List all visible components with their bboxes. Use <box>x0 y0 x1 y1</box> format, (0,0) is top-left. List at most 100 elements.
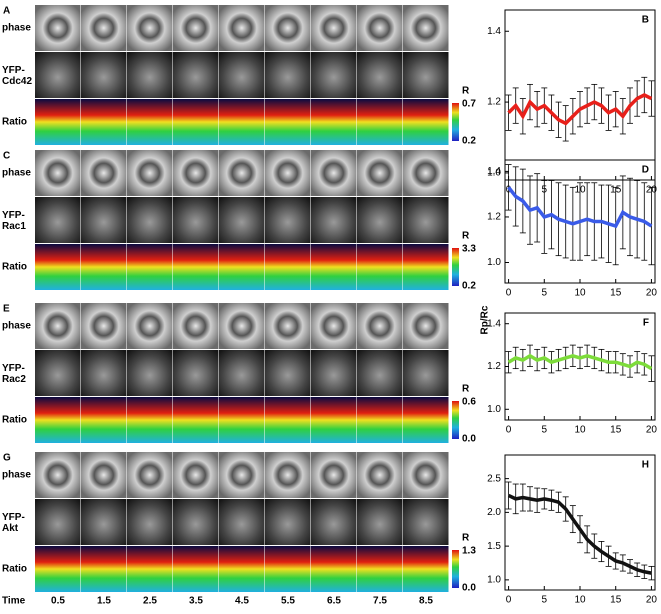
image-tile <box>265 452 311 498</box>
x-tick-label: 5 <box>542 595 548 606</box>
chart-title: H <box>642 460 649 471</box>
row-label: YFP-Rac1 <box>2 210 26 232</box>
y-tick-label: 1.4 <box>487 166 501 177</box>
image-tile <box>81 397 127 443</box>
image-tile <box>173 5 219 51</box>
colorbar-max: 1.3 <box>462 546 476 557</box>
x-tick-label: 20 <box>646 595 658 606</box>
colorbar-min: 0.0 <box>462 583 476 594</box>
image-tile <box>265 5 311 51</box>
image-tile <box>311 397 357 443</box>
time-label: 6.5 <box>327 596 341 607</box>
time-title: Time <box>2 596 26 607</box>
colorbar-title: R <box>462 231 470 242</box>
image-tile <box>81 244 127 290</box>
error-bar <box>648 80 655 117</box>
shared-y-label: Rp/Rc <box>480 305 491 334</box>
y-tick-label: 1.2 <box>487 97 501 108</box>
time-label: 0.5 <box>51 596 65 607</box>
image-tile <box>219 244 265 290</box>
image-tile <box>403 499 449 545</box>
image-tile <box>265 99 311 145</box>
image-tile <box>219 99 265 145</box>
image-tile <box>357 452 403 498</box>
row-label: Ratio <box>2 262 27 273</box>
image-tile <box>173 350 219 396</box>
image-tile <box>127 350 173 396</box>
image-tile <box>265 197 311 243</box>
row-label: YFP-Cdc42 <box>2 65 32 87</box>
image-tile <box>219 303 265 349</box>
image-tile <box>81 499 127 545</box>
image-tile <box>311 5 357 51</box>
x-tick-label: 10 <box>574 425 586 436</box>
image-tile <box>357 499 403 545</box>
x-tick-label: 0 <box>506 595 512 606</box>
image-tile <box>35 499 81 545</box>
image-tile <box>311 197 357 243</box>
colorbar-max: 0.7 <box>462 99 476 110</box>
image-tile <box>81 452 127 498</box>
image-tile <box>35 5 81 51</box>
x-tick-label: 5 <box>542 288 548 299</box>
image-tile <box>403 150 449 196</box>
image-tile <box>219 5 265 51</box>
image-tile <box>357 52 403 98</box>
image-tile <box>219 150 265 196</box>
image-tile <box>127 150 173 196</box>
image-tile <box>127 5 173 51</box>
x-tick-label: 15 <box>610 595 622 606</box>
image-tile <box>219 397 265 443</box>
image-tile <box>127 499 173 545</box>
panel-letter: G <box>3 453 11 464</box>
time-label: 4.5 <box>235 596 249 607</box>
y-tick-label: 1.0 <box>487 257 501 268</box>
colorbar-title: R <box>462 533 470 544</box>
colorbar-title: R <box>462 384 470 395</box>
image-tile <box>173 150 219 196</box>
colorbar <box>452 103 459 141</box>
data-line <box>507 493 652 575</box>
x-tick-label: 10 <box>574 595 586 606</box>
image-tile <box>35 397 81 443</box>
image-tile <box>219 350 265 396</box>
y-tick-label: 1.0 <box>487 575 501 586</box>
image-tile <box>35 303 81 349</box>
image-tile <box>173 546 219 592</box>
x-tick-label: 0 <box>506 288 512 299</box>
chart-title: D <box>642 165 649 176</box>
image-tile <box>357 99 403 145</box>
image-tile <box>311 499 357 545</box>
scale-bar <box>11 10 21 13</box>
image-tile <box>81 350 127 396</box>
data-line <box>507 353 653 371</box>
image-tile <box>173 99 219 145</box>
row-label: phase <box>2 470 31 481</box>
time-label: 5.5 <box>281 596 295 607</box>
row-label: Ratio <box>2 117 27 128</box>
image-tile <box>403 452 449 498</box>
data-line <box>507 93 653 126</box>
x-tick-label: 10 <box>574 288 586 299</box>
x-tick-label: 5 <box>542 425 548 436</box>
image-tile <box>219 546 265 592</box>
image-tile <box>81 197 127 243</box>
image-tile <box>35 150 81 196</box>
image-tile <box>81 546 127 592</box>
time-label: 2.5 <box>143 596 157 607</box>
image-tile <box>35 197 81 243</box>
image-tile <box>403 350 449 396</box>
image-tile <box>219 197 265 243</box>
y-tick-label: 1.0 <box>487 168 501 179</box>
image-tile <box>357 197 403 243</box>
image-tile <box>265 499 311 545</box>
image-tile <box>311 99 357 145</box>
image-tile <box>173 244 219 290</box>
image-tile <box>357 244 403 290</box>
image-tile <box>265 244 311 290</box>
image-tile <box>173 197 219 243</box>
image-tile <box>265 52 311 98</box>
image-tile <box>403 397 449 443</box>
colorbar <box>452 401 459 439</box>
